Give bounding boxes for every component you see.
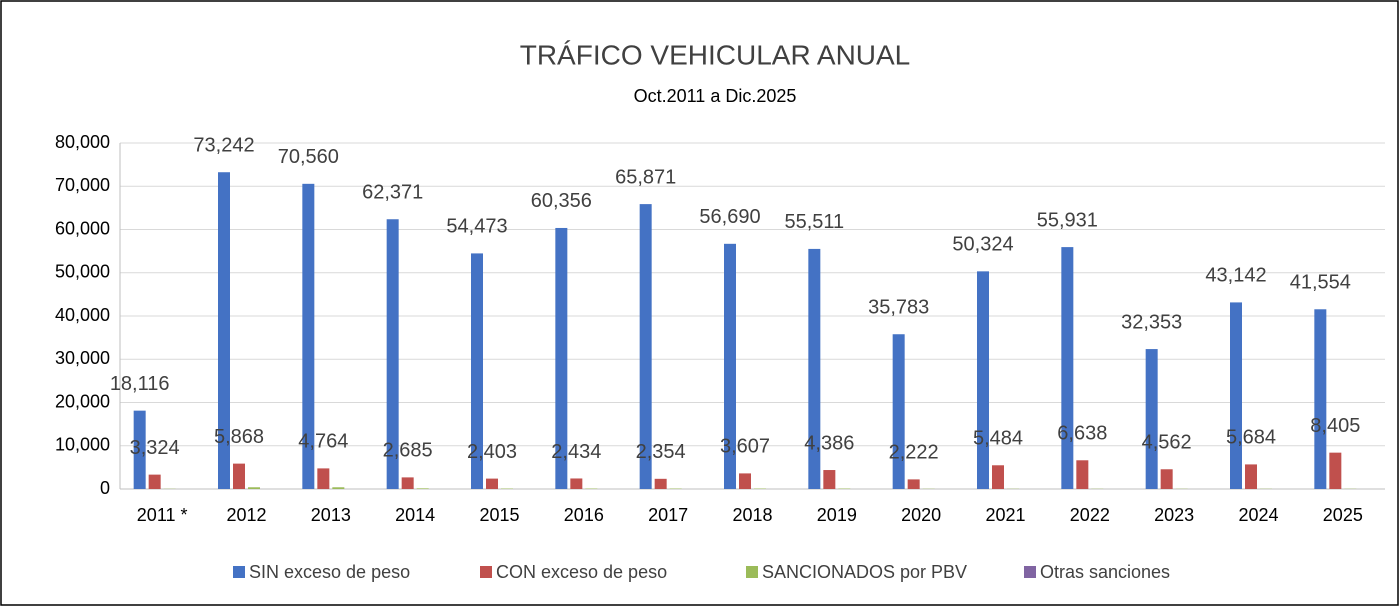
bar — [1245, 464, 1257, 489]
data-label: 2,434 — [551, 441, 601, 463]
bar — [1230, 302, 1242, 489]
data-label: 4,562 — [1142, 432, 1192, 454]
data-label: 2,685 — [383, 440, 433, 462]
bar — [992, 465, 1004, 489]
legend-label: SIN exceso de peso — [249, 562, 410, 582]
y-tick-label: 0 — [100, 478, 110, 498]
x-tick-label: 2014 — [395, 505, 435, 525]
x-tick-label: 2023 — [1154, 505, 1194, 525]
legend-label: Otras sanciones — [1040, 562, 1170, 582]
data-label: 2,222 — [889, 442, 939, 464]
bar — [823, 470, 836, 489]
bar — [401, 477, 414, 489]
y-tick-label: 20,000 — [55, 391, 110, 411]
data-label: 5,868 — [214, 426, 264, 448]
data-label: 55,511 — [784, 211, 844, 233]
legend-label: SANCIONADOS por PBV — [762, 562, 967, 582]
bar — [218, 172, 230, 490]
data-label: 55,931 — [1037, 209, 1098, 231]
legend-swatch — [480, 566, 492, 578]
bar — [486, 478, 498, 489]
y-tick-label: 60,000 — [55, 218, 110, 238]
bar — [907, 479, 920, 489]
data-label: 41,554 — [1290, 272, 1351, 294]
legend-swatch — [1024, 566, 1036, 578]
bar — [133, 410, 146, 489]
x-tick-label: 2021 — [985, 505, 1025, 525]
data-label: 5,484 — [973, 428, 1023, 450]
y-tick-label: 40,000 — [55, 305, 110, 325]
bar — [332, 487, 345, 489]
x-tick-label: 2019 — [817, 505, 857, 525]
data-label: 3,324 — [130, 437, 180, 459]
chart-subtitle: Oct.2011 a Dic.2025 — [634, 86, 797, 106]
y-tick-label: 30,000 — [55, 348, 110, 368]
data-label: 6,638 — [1057, 423, 1107, 445]
bar — [570, 478, 583, 489]
bar — [1314, 309, 1327, 489]
data-label: 60,356 — [531, 190, 592, 212]
data-label: 43,142 — [1205, 265, 1266, 287]
x-tick-label: 2015 — [479, 505, 519, 525]
bar — [233, 463, 245, 489]
data-label: 62,371 — [362, 182, 423, 204]
data-label: 50,324 — [952, 234, 1013, 256]
data-label: 18,116 — [110, 373, 170, 395]
bar — [1061, 247, 1074, 489]
data-label: 4,386 — [804, 432, 854, 454]
legend-swatch — [746, 566, 758, 578]
y-tick-label: 10,000 — [55, 435, 110, 455]
data-label: 56,690 — [699, 206, 760, 228]
bar — [471, 253, 483, 489]
bar — [892, 334, 905, 489]
bar — [386, 219, 399, 489]
bar — [248, 487, 260, 489]
x-tick-label: 2020 — [901, 505, 941, 525]
bar — [739, 473, 751, 489]
x-tick-label: 2011 * — [137, 505, 188, 525]
data-label: 73,242 — [193, 135, 254, 157]
bar — [416, 488, 429, 489]
x-tick-label: 2016 — [564, 505, 604, 525]
data-label: 5,684 — [1226, 427, 1276, 449]
x-tick-label: 2022 — [1070, 505, 1110, 525]
bar — [639, 204, 652, 490]
bar — [1329, 452, 1342, 489]
bar — [555, 227, 568, 489]
bar — [977, 271, 989, 489]
x-tick-label: 2012 — [226, 505, 266, 525]
x-tick-label: 2013 — [311, 505, 351, 525]
bar — [1145, 349, 1158, 489]
data-label: 32,353 — [1121, 311, 1182, 333]
y-tick-label: 70,000 — [55, 175, 110, 195]
bar — [302, 183, 315, 489]
data-label: 3,607 — [720, 436, 770, 458]
bar — [148, 474, 161, 489]
chart-title: TRÁFICO VEHICULAR ANUAL — [520, 39, 911, 70]
x-tick-label: 2018 — [732, 505, 772, 525]
data-label: 8,405 — [1310, 415, 1360, 437]
data-label: 2,354 — [636, 441, 686, 463]
bar — [654, 478, 667, 489]
bar — [317, 468, 330, 489]
x-tick-label: 2024 — [1238, 505, 1278, 525]
y-tick-label: 80,000 — [55, 132, 110, 152]
bar — [808, 248, 821, 489]
data-label: 70,560 — [278, 146, 339, 168]
bar — [1076, 460, 1089, 489]
bar — [724, 243, 736, 489]
legend-swatch — [233, 566, 245, 578]
data-label: 35,783 — [868, 297, 929, 319]
y-tick-label: 50,000 — [55, 262, 110, 282]
x-tick-label: 2017 — [648, 505, 688, 525]
data-label: 2,403 — [467, 441, 517, 463]
data-label: 65,871 — [615, 166, 676, 188]
legend-label: CON exceso de peso — [496, 562, 667, 582]
x-tick-label: 2025 — [1323, 505, 1363, 525]
data-label: 54,473 — [446, 216, 507, 238]
bar — [1160, 469, 1173, 489]
data-label: 4,764 — [298, 431, 348, 453]
